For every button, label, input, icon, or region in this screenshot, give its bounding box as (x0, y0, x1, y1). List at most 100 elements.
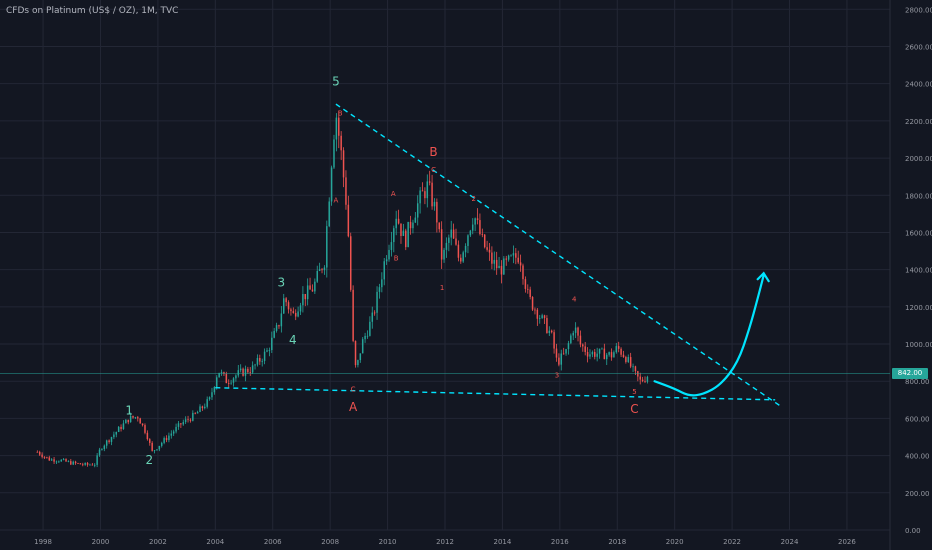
wave-label: 3 (555, 372, 559, 380)
candle-body (361, 339, 364, 354)
candle-body (74, 461, 77, 464)
candle-body (232, 378, 235, 383)
wave-label: B (394, 254, 399, 262)
wave-label: A (349, 400, 358, 414)
candle-body (582, 344, 584, 347)
candle-body (82, 464, 84, 466)
candle-body (321, 269, 323, 271)
candle-body (60, 459, 62, 462)
candle-body (96, 455, 98, 465)
candle-body (405, 230, 407, 248)
candle-body (464, 245, 467, 253)
candle-body (67, 461, 70, 462)
candle-body (519, 262, 522, 266)
wave-label: A (391, 190, 396, 198)
candle-body (132, 415, 134, 418)
candle-body (108, 440, 110, 442)
candle-body (50, 459, 53, 461)
candle-body (426, 181, 429, 199)
x-tick-label: 2006 (264, 538, 282, 546)
candle-body (309, 285, 311, 290)
candle-body (567, 343, 570, 350)
candle-body (373, 312, 376, 314)
candle-body (517, 257, 519, 263)
wave-label: 2 (145, 453, 153, 467)
candle-body (127, 419, 129, 423)
y-tick-label: 1400.00 (905, 267, 932, 275)
y-tick-label: 600.00 (905, 415, 930, 423)
candle-body (419, 190, 421, 204)
candle-body (208, 397, 211, 400)
candle-body (287, 302, 290, 310)
y-tick-label: 2800.00 (905, 6, 932, 14)
candle-body (141, 423, 144, 426)
candle-body (65, 459, 67, 462)
candle-body (572, 332, 574, 336)
candle-body (613, 352, 615, 358)
time-axis[interactable]: 1998 2000 2002 2004 2006 2008 2010 2012 2014 2016… (34, 538, 856, 546)
candle-body (256, 357, 259, 365)
candle-body (644, 381, 646, 382)
candle-body (98, 449, 101, 456)
candle-body (86, 463, 89, 465)
candle-body (182, 422, 185, 425)
candle-body (469, 230, 472, 236)
candle-body (577, 327, 579, 336)
candle-body (610, 352, 613, 358)
candle-body (558, 357, 560, 365)
candle-body (165, 438, 168, 441)
candle-body (555, 348, 558, 358)
x-tick-label: 2026 (838, 538, 856, 546)
candle-body (333, 139, 335, 168)
candle-body (457, 244, 460, 258)
candle-body (194, 412, 196, 414)
candle-body (268, 350, 271, 351)
candle-body (338, 117, 340, 136)
x-tick-label: 2012 (436, 538, 454, 546)
projection-curve (653, 274, 765, 397)
candle-body (280, 313, 283, 327)
candle-body (601, 348, 603, 350)
price-axis[interactable]: 2800.00 2600.00 2400.00 2200.00 2000.00 1800.… (905, 6, 932, 535)
candle-body (481, 233, 484, 235)
candle-body (474, 218, 476, 225)
candle-body (378, 287, 381, 292)
candle-body (641, 379, 644, 382)
candle-body (515, 253, 517, 258)
candle-body (225, 373, 228, 384)
y-tick-label: 1600.00 (905, 229, 932, 237)
candle-body (77, 463, 79, 464)
candle-body (113, 434, 115, 438)
candle-body (414, 217, 417, 223)
candle-body (314, 281, 316, 292)
candle-body (261, 360, 263, 362)
candle-body (534, 309, 536, 311)
candle-body (103, 445, 106, 450)
candle-body (187, 419, 189, 421)
candle-body (273, 330, 275, 338)
candle-body (622, 354, 625, 358)
candle-body (271, 337, 273, 351)
candle-body (476, 218, 479, 221)
x-tick-label: 1998 (34, 538, 52, 546)
candle-body (242, 368, 244, 376)
current-price-badge: 842.00 (892, 367, 928, 379)
candle-body (495, 259, 498, 269)
candle-body (196, 412, 199, 414)
candle-body (184, 419, 187, 423)
candle-body (402, 230, 405, 236)
candle-body (536, 309, 539, 319)
candle-body (445, 242, 448, 250)
candle-body (218, 372, 220, 378)
candle-body (316, 270, 318, 282)
candle-body (125, 419, 127, 424)
candles (36, 110, 649, 468)
candle-body (239, 368, 242, 371)
candle-body (393, 228, 395, 243)
candle-body (294, 313, 297, 317)
candle-body (407, 221, 409, 248)
wave-label: 1 (125, 404, 133, 418)
candle-body (122, 423, 125, 429)
candle-body (546, 318, 548, 333)
